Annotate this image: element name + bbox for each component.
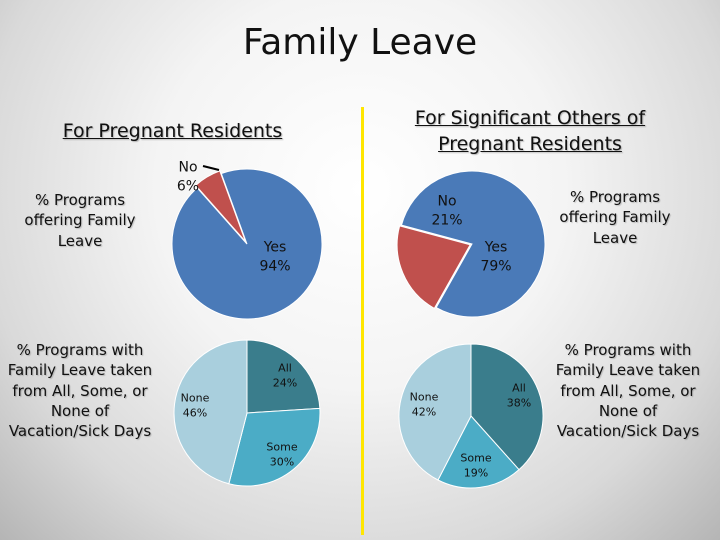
- pie-slice-none: [173, 339, 248, 485]
- pie-chart-2: All 24% Some 30% None 46%: [173, 339, 321, 487]
- pie-slice-none: [398, 343, 472, 481]
- pie-slice-no: [194, 170, 246, 242]
- right-offering-label: % Programs offering Family Leave: [559, 188, 671, 247]
- right-source-label: % Programs with Family Leave taken from …: [555, 341, 701, 440]
- slice-label-no: No 6%: [177, 159, 199, 194]
- slice-label-some: Some 30%: [266, 440, 297, 468]
- pie-slice-no: [396, 225, 471, 310]
- pie-slice-all: [470, 343, 544, 471]
- slice-label-none: None 46%: [181, 391, 210, 419]
- right-section-heading: For Significant Others of Pregnant Resid…: [414, 107, 646, 155]
- pie-chart-3: Yes 79% No 21%: [396, 170, 546, 318]
- pie-slice-some: [228, 407, 321, 487]
- section-divider: [361, 107, 364, 535]
- left-offering-label: % Programs offering Family Leave: [24, 191, 136, 250]
- slice-label-no: No 21%: [431, 193, 462, 228]
- slice-label-yes: Yes 94%: [259, 239, 290, 274]
- pie-slice-all: [246, 339, 321, 414]
- pie-chart-4: All 38% Some 19% None 42%: [398, 343, 544, 489]
- pie-slice-yes: [400, 170, 546, 318]
- slice-label-all: All 24%: [273, 361, 297, 389]
- left-section-heading: For Pregnant Residents: [62, 120, 283, 142]
- slice-label-some: Some 19%: [460, 451, 491, 479]
- pie-slice-some: [437, 415, 520, 489]
- left-source-label: % Programs with Family Leave taken from …: [7, 341, 153, 440]
- pie-chart-1: Yes 94% No 6%: [171, 159, 323, 320]
- slide-title: Family Leave: [242, 22, 478, 63]
- pie-slice-yes: [171, 168, 323, 320]
- slice-label-none: None 42%: [410, 390, 439, 418]
- leader-line: [202, 165, 220, 171]
- slice-label-all: All 38%: [507, 381, 531, 409]
- slice-label-yes: Yes 79%: [480, 239, 511, 274]
